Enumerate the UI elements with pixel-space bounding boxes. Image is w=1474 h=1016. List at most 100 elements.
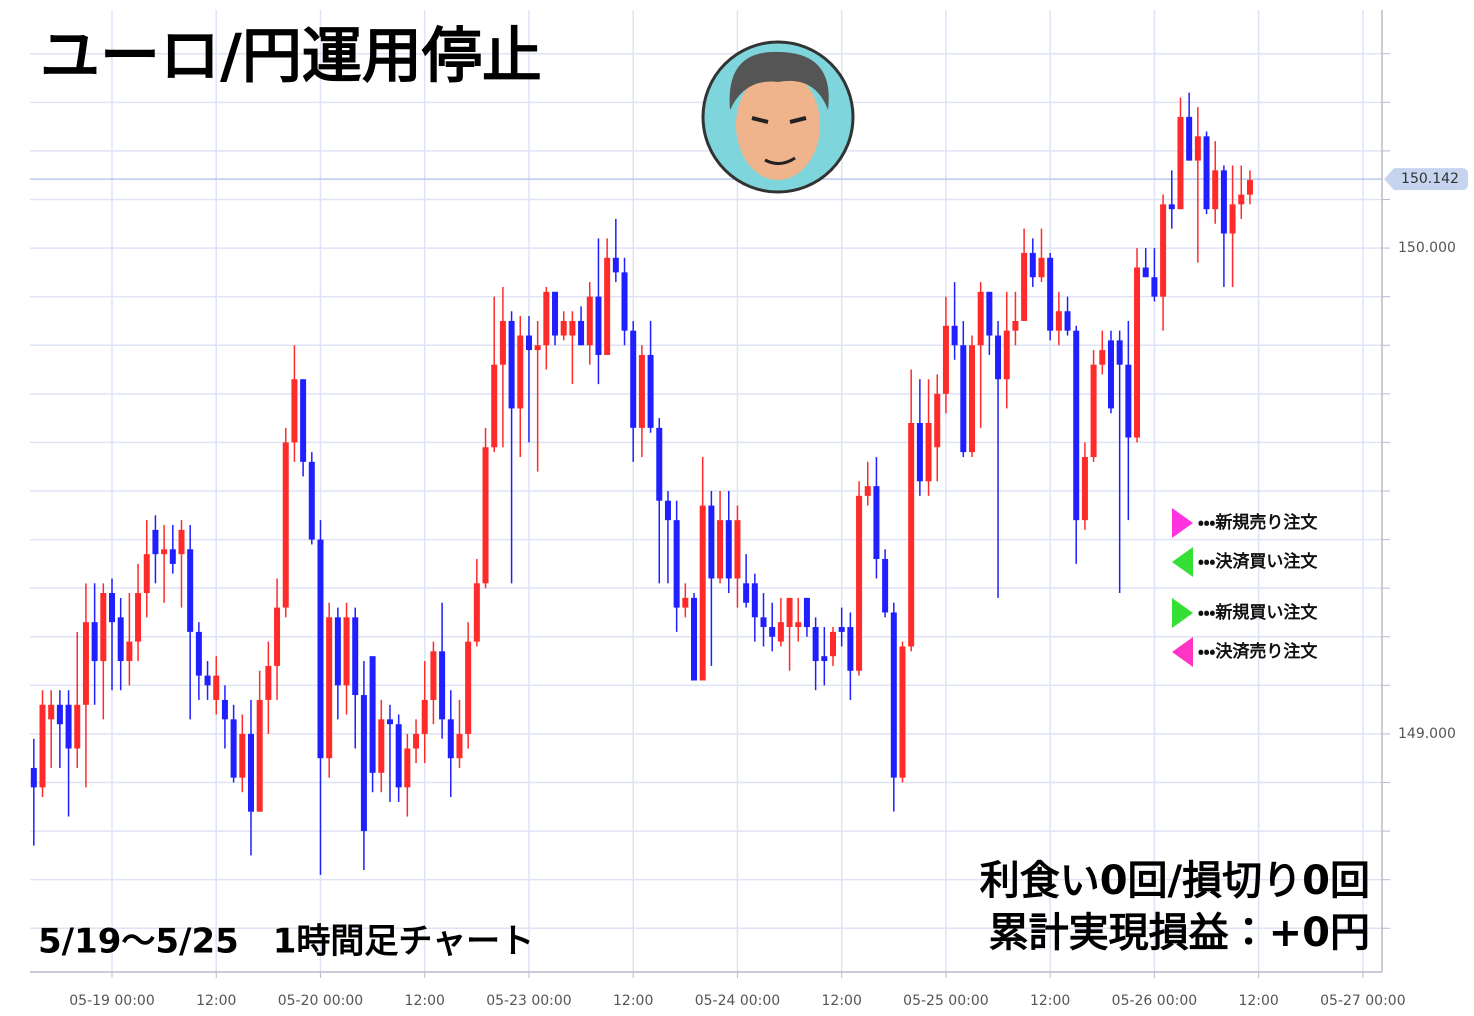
candle-body: [569, 320, 576, 336]
x-tick-label: 12:00: [196, 993, 236, 1009]
candle-body: [230, 719, 237, 778]
candle-body: [65, 704, 72, 749]
trade-count: 利食い0回/損切り0回: [980, 858, 1370, 904]
candle-body: [378, 719, 385, 773]
chart-subtitle: 5/19～5/25 1時間足チャート: [38, 922, 534, 962]
last-price-tag: [1384, 168, 1468, 191]
legend-label: ・・・決済買い注文: [1198, 551, 1318, 572]
candle-body: [586, 296, 593, 346]
candle-body: [1134, 267, 1141, 438]
candle-body: [430, 651, 437, 700]
candle-body: [1003, 330, 1010, 380]
x-tick-label: 12:00: [1030, 993, 1070, 1009]
candle-body: [595, 296, 602, 355]
candle-body: [1107, 340, 1114, 409]
candle-body: [864, 486, 871, 496]
candle-body: [1238, 194, 1245, 205]
candle-body: [256, 699, 263, 812]
candle-body: [413, 733, 420, 749]
candle-body: [751, 583, 758, 618]
candle-body: [1186, 116, 1193, 161]
candle-body: [360, 695, 367, 832]
candle-body: [699, 505, 706, 681]
candle-body: [1142, 267, 1149, 278]
candle-body: [1151, 277, 1158, 297]
candle-body: [117, 617, 124, 662]
candle-body: [1090, 364, 1097, 457]
x-tick-label: 05-20 00:00: [278, 993, 363, 1009]
candle-body: [169, 549, 176, 564]
x-tick-label: 05-24 00:00: [695, 993, 780, 1009]
candle-body: [74, 704, 81, 749]
candle-body: [934, 393, 941, 448]
candle-body: [1246, 180, 1253, 195]
candle-body: [552, 291, 559, 336]
candle-body: [1220, 170, 1227, 234]
candle-body: [482, 447, 489, 584]
x-tick-label: 12:00: [405, 993, 445, 1009]
candle-body: [82, 622, 89, 705]
candle-body: [161, 549, 168, 555]
candle-body: [247, 733, 254, 812]
candle-body: [995, 335, 1002, 380]
candle-body: [369, 656, 376, 773]
candle-body: [39, 704, 46, 788]
x-tick-label: 05-26 00:00: [1112, 993, 1197, 1009]
candle-body: [1038, 257, 1045, 278]
candle-body: [317, 539, 324, 759]
candle-body: [221, 699, 228, 720]
candle-body: [743, 583, 750, 603]
candle-body: [1081, 456, 1088, 521]
candle-body: [1012, 320, 1019, 331]
x-tick-label: 05-23 00:00: [486, 993, 571, 1009]
candle-body: [308, 461, 315, 540]
candle-body: [1177, 116, 1184, 210]
candle-body: [960, 345, 967, 453]
candle-body: [560, 320, 567, 336]
avatar-mouth: [764, 156, 796, 165]
candle-body: [135, 593, 142, 642]
candle-body: [977, 291, 984, 346]
candle-body: [847, 627, 854, 671]
candle-body: [178, 529, 185, 555]
candle-body: [456, 733, 463, 759]
candle-body: [612, 257, 619, 273]
candle-body: [1194, 136, 1201, 161]
avatar-face: [736, 70, 820, 180]
candle-body: [1229, 204, 1236, 234]
candle-body: [734, 520, 741, 579]
candle-body: [708, 505, 715, 579]
candle-body: [1125, 364, 1132, 438]
candle-body: [1203, 136, 1210, 210]
avatar-eyes: [751, 116, 807, 124]
candle-body: [691, 597, 698, 681]
candle-body: [100, 593, 107, 662]
candle-body: [1212, 170, 1219, 210]
y-tick-label: 150.000: [1398, 240, 1456, 256]
candle-body: [274, 607, 281, 666]
candle-body: [1099, 350, 1106, 365]
candle-body: [1021, 252, 1028, 321]
avatar: [701, 40, 855, 194]
candle-body: [508, 320, 515, 409]
candle-body: [803, 597, 810, 628]
x-tick-label: 12:00: [822, 993, 862, 1009]
candle-body: [543, 291, 550, 346]
candle-body: [1064, 311, 1071, 331]
candle-body: [630, 330, 637, 428]
candle-body: [951, 325, 958, 346]
candle-body: [890, 612, 897, 778]
candle-body: [968, 345, 975, 453]
x-tick-label: 12:00: [613, 993, 653, 1009]
candle-body: [326, 617, 333, 759]
candle-body: [795, 622, 802, 628]
candle-body: [204, 675, 211, 686]
candle-body: [812, 627, 819, 662]
candle-body: [1168, 204, 1175, 210]
legend-label: ・・・新規売り注文: [1198, 512, 1318, 533]
legend-marker: [1172, 547, 1193, 577]
candle-body: [473, 583, 480, 642]
candle-body: [152, 529, 159, 555]
